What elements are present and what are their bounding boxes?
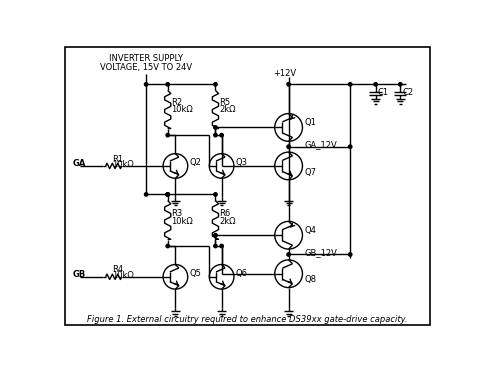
Circle shape [348,83,352,86]
Circle shape [214,134,217,137]
Circle shape [166,134,169,137]
Text: Q3: Q3 [236,158,247,168]
Text: GB_12V: GB_12V [304,248,337,257]
Circle shape [166,244,169,248]
Text: R4: R4 [112,265,123,275]
Text: R1: R1 [112,155,123,163]
Text: C1: C1 [378,88,389,97]
Text: R6: R6 [219,209,230,218]
Text: R2: R2 [172,97,183,107]
Circle shape [145,83,148,86]
Text: GB: GB [72,270,85,279]
Circle shape [214,193,217,196]
Circle shape [214,83,217,86]
Text: Q8: Q8 [304,275,316,284]
Text: R5: R5 [219,97,230,107]
Text: 10kΩ: 10kΩ [112,160,134,169]
Text: Q2: Q2 [189,158,201,168]
Text: Q7: Q7 [304,168,316,177]
Circle shape [287,83,290,86]
Text: Q5: Q5 [189,269,201,278]
Circle shape [214,244,217,248]
Circle shape [166,193,169,196]
Text: Q6: Q6 [236,269,247,278]
Text: Q1: Q1 [304,118,316,127]
Circle shape [287,145,290,148]
Circle shape [220,134,223,137]
Text: 10kΩ: 10kΩ [172,105,193,114]
Text: Q4: Q4 [304,226,316,235]
Text: +12V: +12V [273,69,296,78]
Text: GA: GA [72,159,86,168]
Circle shape [220,244,223,248]
Circle shape [374,83,377,86]
Circle shape [287,253,290,256]
Circle shape [399,83,402,86]
Circle shape [348,145,352,148]
Text: VOLTAGE, 15V TO 24V: VOLTAGE, 15V TO 24V [100,63,192,72]
Circle shape [166,83,169,86]
Circle shape [348,253,352,256]
Circle shape [166,193,169,196]
Text: Figure 1. External circuitry required to enhance DS39xx gate-drive capacity.: Figure 1. External circuitry required to… [87,315,407,324]
Circle shape [145,193,148,196]
Text: 10kΩ: 10kΩ [112,271,134,280]
Text: C2: C2 [402,88,414,97]
Text: GA_12V: GA_12V [304,140,337,149]
Circle shape [214,234,217,237]
Text: INVERTER SUPPLY: INVERTER SUPPLY [109,54,183,63]
Text: 2kΩ: 2kΩ [219,217,236,226]
Text: R3: R3 [172,209,183,218]
Circle shape [214,126,217,129]
Circle shape [166,193,169,196]
Text: 2kΩ: 2kΩ [219,105,236,114]
Text: 10kΩ: 10kΩ [172,217,193,226]
